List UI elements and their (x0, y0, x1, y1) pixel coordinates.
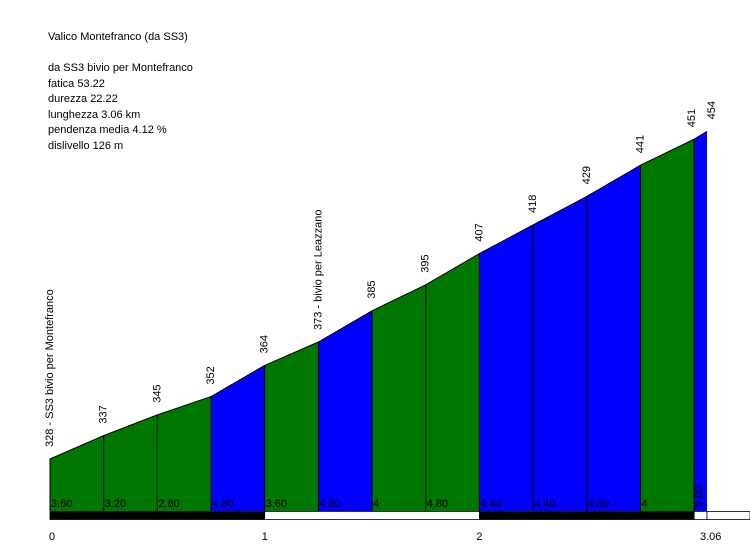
grade-label: 3.20 (105, 498, 126, 510)
grade-label: 4 (373, 498, 379, 510)
grade-label: 3.60 (266, 498, 287, 510)
x-tick-label: 2 (476, 531, 482, 543)
altitude-label: 337 (98, 405, 110, 423)
altitude-label: 328 - SS3 bivio per Montefranco (44, 289, 56, 447)
grade-label: 4 (641, 498, 647, 510)
km-bar-segment (264, 511, 480, 520)
grade-label: 2.80 (158, 498, 179, 510)
x-tick-label: 0 (49, 531, 55, 543)
profile-segment (586, 165, 641, 511)
altitude-label: 429 (581, 166, 593, 184)
altitude-label: 418 (527, 195, 539, 213)
altitude-label: 395 (420, 254, 432, 272)
profile-segment (264, 342, 319, 511)
altitude-label: 352 (205, 366, 217, 384)
profile-segment (103, 414, 158, 511)
profile-segment (50, 435, 104, 511)
profile-segment (211, 365, 265, 511)
route-fatica: fatica 53.22 (48, 77, 105, 90)
route-start: da SS3 bivio per Montefranco (48, 62, 193, 74)
x-tick-label: 1 (262, 531, 268, 543)
km-bar-segment (49, 511, 266, 520)
altitude-label: 385 (366, 280, 378, 298)
profile-segment (425, 253, 480, 511)
altitude-label: 345 (151, 384, 163, 402)
grade-label: 4.80 (319, 498, 340, 510)
route-dislivello: dislivello 126 m (48, 139, 124, 152)
altitude-label: 454 (706, 101, 718, 119)
altitude-label: 407 (473, 223, 485, 241)
grade-label: 3.60 (51, 498, 72, 510)
profile-segment (372, 284, 426, 511)
grade-label: 4.80 (427, 498, 448, 510)
grade-label: 4.80 (588, 498, 609, 510)
profile-segment (479, 225, 534, 511)
grade-label: 4.80 (212, 498, 233, 510)
route-durezza: durezza 22.22 (48, 93, 118, 105)
profile-segment (157, 396, 212, 511)
x-tick-label: 3.06 (700, 531, 721, 543)
altitude-label: 441 (634, 135, 646, 153)
altitude-label: 451 (686, 109, 698, 127)
profile-segment (533, 196, 587, 511)
grade-label: 4.40 (480, 498, 501, 510)
km-bar-tail (706, 511, 750, 520)
profile-segment (640, 139, 695, 511)
altitude-label: 364 (259, 335, 271, 353)
route-info: Valico Montefranco (da SS3) da SS3 bivio… (48, 30, 193, 154)
route-lunghezza: lunghezza 3.06 km (48, 108, 141, 121)
route-pendenza: pendenza media 4.12 % (48, 124, 167, 136)
route-title: Valico Montefranco (da SS3) (48, 31, 188, 43)
profile-outline (49, 130, 708, 460)
profile-segment (318, 310, 373, 511)
grade-label: 5.00 (693, 486, 705, 507)
km-bar-segment (693, 511, 708, 520)
altitude-label: 373 - bivio per Leazzano (312, 210, 324, 330)
grade-label: 4.40 (534, 498, 555, 510)
km-bar-segment (479, 511, 695, 520)
profile-segment (694, 131, 707, 511)
